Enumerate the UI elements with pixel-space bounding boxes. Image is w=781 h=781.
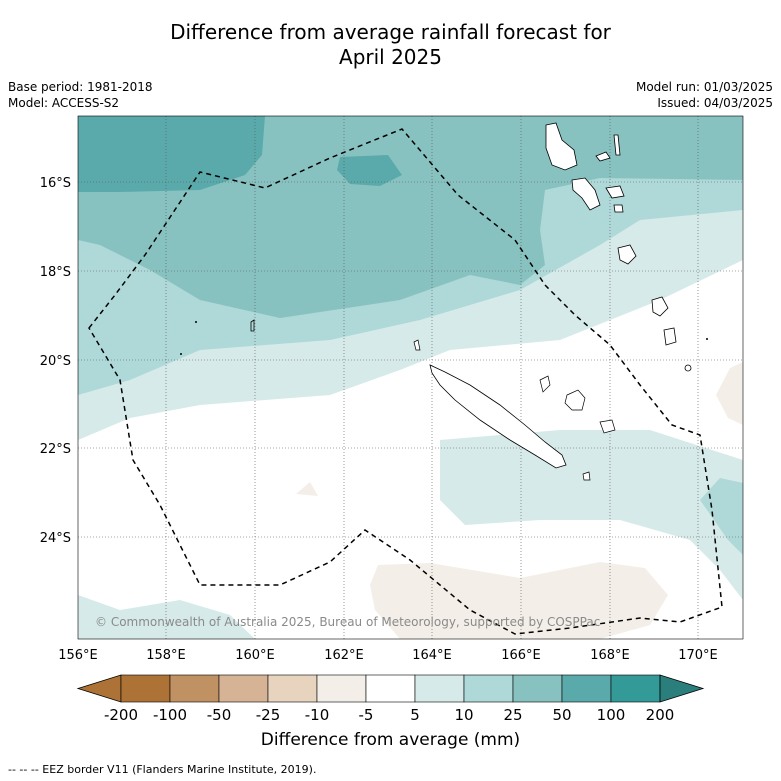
base-period: Base period: 1981-2018 [8,80,153,94]
mare-island [599,419,616,434]
colorbar-tick: 100 [597,706,626,724]
colorbar-segment [561,674,612,703]
map-area: © Commonwealth of Australia 2025, Bureau… [78,116,743,639]
contour-minus5-minus10-east [716,362,743,425]
colorbar-extend-high [659,674,705,703]
lon-label: 160°E [235,648,275,663]
malakula-island [571,177,601,211]
contour-50-100-central [337,155,402,186]
lat-label: 22°S [40,442,71,457]
colorbar-segment [610,674,661,703]
lon-label: 166°E [501,648,541,663]
contour-minus5-minus10-south [370,562,668,639]
lon-label: 162°E [324,648,364,663]
isle-of-pines [582,471,591,481]
lon-label: 156°E [58,648,98,663]
new-caledonia-island [429,364,567,469]
efate-island [617,244,637,265]
colorbar-tick: 25 [503,706,522,724]
contour-5-10-southeast [440,430,743,600]
lat-label: 16°S [40,176,71,191]
model-run: Model run: 01/03/2025 [635,80,773,94]
contour-50-100-west [78,116,265,192]
issued-date: Issued: 04/03/2025 [657,96,773,110]
copyright-notice: © Commonwealth of Australia 2025, Bureau… [95,615,600,629]
colorbar-tick: -50 [207,706,232,724]
lon-label: 168°E [590,648,630,663]
futuna-island [706,338,708,340]
belep-islets [413,339,421,351]
colorbar-segment [414,674,465,703]
espiritu-santo-island [545,122,578,171]
colorbar-segment [365,674,416,703]
map-title: Difference from average rainfall forecas… [0,20,781,70]
latitude-labels: 16°S 18°S 20°S 22°S 24°S [40,176,71,546]
contour-minus5-minus10-small [296,482,318,496]
lat-label: 24°S [40,531,71,546]
epi-island [613,204,624,213]
colorbar-segment [512,674,563,703]
colorbar-segment [169,674,220,703]
lat-label: 20°S [40,354,71,369]
colorbar-tick: -10 [305,706,330,724]
chesterfield-islet-3 [250,319,255,332]
lat-label: 18°S [40,265,71,280]
chesterfield-islet-2 [180,353,182,355]
lon-label: 158°E [146,648,186,663]
title-line-2: April 2025 [339,45,442,69]
colorbar-segment [218,674,269,703]
lon-label: 164°E [412,648,452,663]
colorbar-tick: 5 [410,706,420,724]
ambrym-island [605,185,625,199]
maewo-island [613,134,621,156]
map-frame [77,115,744,640]
colorbar-extend-low [76,674,122,703]
contour-10-25-southeast [700,478,743,555]
title-line-1: Difference from average rainfall forecas… [170,20,611,44]
colorbar-segment [267,674,318,703]
colorbar-segment [463,674,514,703]
eez-border [88,128,723,635]
model-name: Model: ACCESS-S2 [8,96,120,110]
chesterfield-islet-1 [195,321,197,323]
lon-label: 170°E [678,648,718,663]
ambae-island [595,151,611,162]
colorbar-tick: -25 [256,706,281,724]
erromango-island [651,296,669,317]
meta-right: Model run: 01/03/2025 Issued: 04/03/2025 [636,79,773,111]
colorbar-tick: 200 [646,706,675,724]
colorbar-tick: 50 [552,706,571,724]
tanna-island [663,327,677,346]
aneityum-island [684,364,692,372]
meta-left: Base period: 1981-2018 Model: ACCESS-S2 [8,79,153,111]
colorbar-tick: 10 [454,706,473,724]
colorbar-tick: -200 [104,706,138,724]
graticule [78,116,743,639]
lifou-island [564,389,586,411]
contour-5-10-southwest [78,595,255,639]
colorbar: -200 -100 -50 -25 -10 -5 5 10 25 50 100 200 [76,674,705,724]
longitude-labels: 156°E 158°E 160°E 162°E 164°E 166°E 168°… [58,648,718,663]
colorbar-segment [316,674,367,703]
colorbar-segment [120,674,171,703]
ouvea-island [539,375,551,393]
colorbar-tick: -100 [153,706,187,724]
colorbar-tick: -5 [359,706,374,724]
colorbar-label: Difference from average (mm) [260,730,521,750]
footnote: -- -- -- EEZ border V11 (Flanders Marine… [8,763,317,776]
